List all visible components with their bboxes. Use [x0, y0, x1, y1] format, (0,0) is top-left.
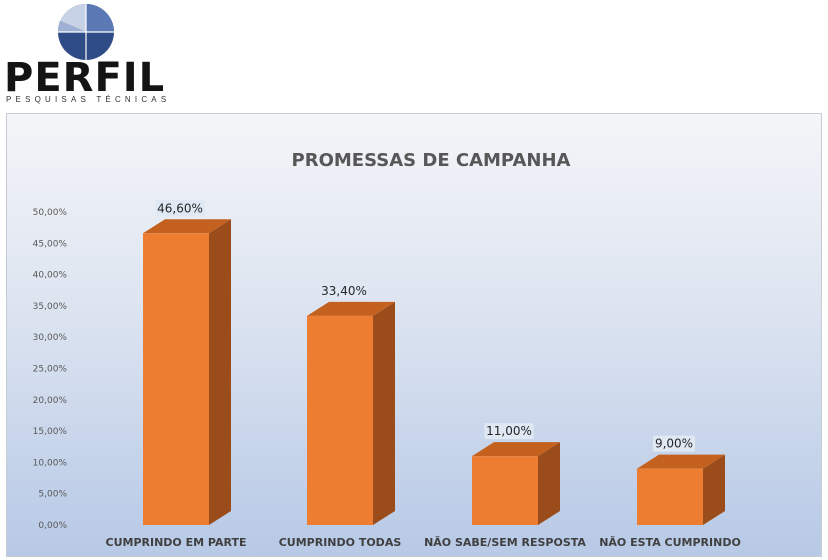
data-label-box — [155, 200, 205, 217]
y-tick-label: 5,00% — [38, 490, 67, 500]
y-axis: 0,00% 5,00% 10,00% 15,00% 20,00% 25,00% 30,00%… — [33, 208, 68, 531]
data-label: 9,00% — [655, 437, 693, 451]
x-axis: CUMPRINDO EM PARTE CUMPRINDO TODAS NÃO SAB… — [106, 536, 741, 549]
data-label-box — [484, 423, 534, 440]
bar-top-face — [143, 219, 231, 234]
y-tick-label: 35,00% — [33, 302, 68, 312]
y-tick-label: 30,00% — [33, 333, 68, 343]
chart-area: PROMESSAS DE CAMPANHA 0,00% 5,00% 10,00% 15… — [6, 113, 822, 557]
bar-top-face — [637, 454, 725, 469]
y-tick-label: 50,00% — [33, 208, 68, 218]
y-tick-label: 20,00% — [33, 396, 68, 406]
data-label: 46,60% — [157, 201, 203, 215]
pie-logo-icon — [57, 3, 114, 60]
data-label-box — [319, 282, 369, 299]
bar-front-face — [143, 233, 209, 525]
bar-chart: PROMESSAS DE CAMPANHA 0,00% 5,00% 10,00% 15… — [33, 150, 741, 549]
y-tick-label: 0,00% — [38, 521, 67, 531]
logo: PERFIL PESQUISAS TÉCNICAS — [0, 0, 180, 110]
y-tick-label: 25,00% — [33, 365, 68, 375]
bar-front-face — [637, 468, 703, 525]
y-tick-label: 10,00% — [33, 458, 68, 468]
brand-tagline: PESQUISAS TÉCNICAS — [6, 95, 171, 104]
data-label: 11,00% — [486, 424, 532, 438]
bar-side-face — [538, 442, 560, 525]
bar: 46,60% — [143, 200, 231, 525]
y-tick-label: 45,00% — [33, 239, 68, 249]
bar-front-face — [472, 456, 538, 525]
brand-name: PERFIL — [4, 55, 166, 101]
bar-top-face — [472, 442, 560, 457]
data-label: 33,40% — [321, 284, 367, 298]
bar-side-face — [373, 301, 395, 525]
bar: 11,00% — [472, 423, 560, 525]
bar: 33,40% — [307, 282, 395, 525]
bar: 9,00% — [637, 435, 725, 525]
bar-side-face — [703, 454, 725, 525]
category-label: NÃO ESTA CUMPRINDO — [599, 536, 741, 549]
category-label: CUMPRINDO EM PARTE — [106, 536, 247, 549]
chart-title: PROMESSAS DE CAMPANHA — [292, 150, 571, 171]
y-tick-label: 40,00% — [33, 271, 68, 281]
bars: 46,60% 33,40% 11,00% 9,00% — [143, 200, 725, 525]
data-label-box — [653, 435, 695, 452]
category-label: CUMPRINDO TODAS — [279, 536, 402, 549]
bar-front-face — [307, 315, 373, 525]
bar-side-face — [209, 219, 231, 525]
category-label: NÃO SABE/SEM RESPOSTA — [424, 536, 586, 549]
bar-top-face — [307, 301, 395, 316]
y-tick-label: 15,00% — [33, 427, 68, 437]
